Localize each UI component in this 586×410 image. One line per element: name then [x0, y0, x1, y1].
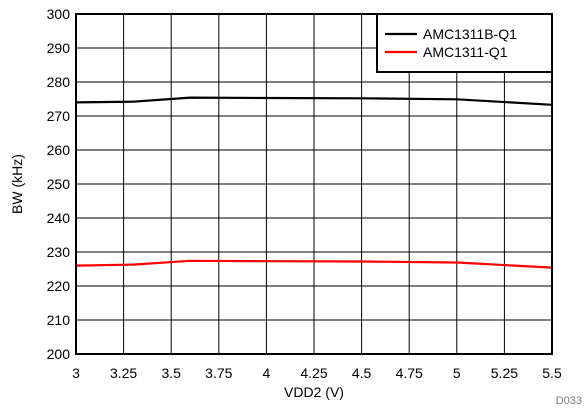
x-tick-label: 5.5: [542, 365, 562, 381]
x-axis-title: VDD2 (V): [284, 384, 344, 400]
series-layer: [75, 96, 553, 269]
x-tick-label: 4.5: [352, 365, 372, 381]
y-tick-label: 270: [47, 108, 71, 124]
legend-label: AMC1311-Q1: [423, 44, 508, 60]
x-tick-label: 4.25: [300, 365, 327, 381]
y-tick-label: 200: [47, 346, 71, 362]
grid: [76, 14, 552, 354]
series-line-2: [75, 259, 553, 269]
x-tick-label: 4.75: [396, 365, 423, 381]
x-tick-label: 3.75: [205, 365, 232, 381]
series-line-1: [75, 96, 553, 106]
y-axis-title: BW (kHz): [9, 154, 25, 214]
tick-labels: 3 3.25 3.5 3.75 4 4.25 4.5 4.75 5 5.25 5.5 200 210 22…: [47, 6, 562, 381]
y-tick-label: 220: [47, 278, 71, 294]
y-tick-label: 290: [47, 40, 71, 56]
figure-code: D033: [556, 395, 582, 407]
y-tick-label: 280: [47, 74, 71, 90]
y-tick-label: 210: [47, 312, 71, 328]
y-tick-label: 260: [47, 142, 71, 158]
x-tick-label: 5.25: [491, 365, 518, 381]
y-tick-label: 300: [47, 6, 71, 22]
legend: AMC1311B-Q1 AMC1311-Q1: [376, 13, 553, 73]
x-tick-label: 5: [453, 365, 461, 381]
y-tick-label: 240: [47, 210, 71, 226]
y-tick-label: 250: [47, 176, 71, 192]
plot-frame: [75, 13, 553, 355]
x-tick-label: 3: [72, 365, 80, 381]
x-tick-label: 3.25: [110, 365, 137, 381]
legend-box: [376, 13, 553, 73]
y-tick-label: 230: [47, 244, 71, 260]
x-tick-label: 3.5: [161, 365, 181, 381]
legend-label: AMC1311B-Q1: [423, 26, 517, 42]
x-tick-label: 4: [263, 365, 271, 381]
